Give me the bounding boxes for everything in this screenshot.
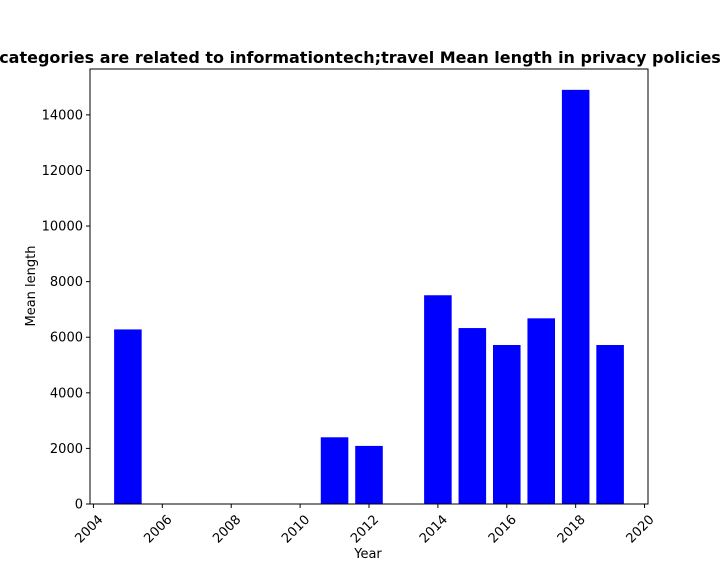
x-axis: 2004 2006 2008 2010 2012 2014 2016 2018 2020 <box>72 504 658 546</box>
x-tick-label: 2004 <box>72 512 106 546</box>
y-axis-label: Mean length <box>24 246 39 327</box>
x-tick-label: 2016 <box>486 512 520 546</box>
x-tick-label: 2010 <box>279 512 313 546</box>
bar-2005 <box>114 329 142 504</box>
bar-2014 <box>424 295 452 504</box>
x-tick-label: 2014 <box>417 512 451 546</box>
bar-2019 <box>596 345 624 504</box>
x-tick-label: 2006 <box>141 512 175 546</box>
y-tick-label: 12000 <box>42 164 83 179</box>
bar-2017 <box>527 318 555 504</box>
bar-2012 <box>355 445 383 504</box>
bars-group <box>114 89 624 504</box>
x-tick-label: 2008 <box>210 512 244 546</box>
y-tick-label: 6000 <box>50 331 83 346</box>
y-tick-label: 14000 <box>42 108 83 123</box>
chart-title: categories are related to informationtec… <box>0 48 720 67</box>
y-axis: 0 2000 4000 6000 8000 10000 12000 14000 <box>42 108 90 513</box>
x-tick-label: 2020 <box>624 512 658 546</box>
bar-2018 <box>561 89 590 504</box>
x-tick-label: 2018 <box>555 512 589 546</box>
y-tick-label: 4000 <box>50 386 83 401</box>
bar-2015 <box>458 328 487 504</box>
y-tick-label: 2000 <box>50 442 83 457</box>
x-tick-label: 2012 <box>348 512 382 546</box>
bar-2011 <box>320 437 349 504</box>
x-axis-label: Year <box>353 547 382 562</box>
y-tick-label: 8000 <box>50 275 83 290</box>
y-tick-label: 0 <box>75 498 83 513</box>
bar-2016 <box>493 345 521 504</box>
y-tick-label: 10000 <box>42 220 83 235</box>
